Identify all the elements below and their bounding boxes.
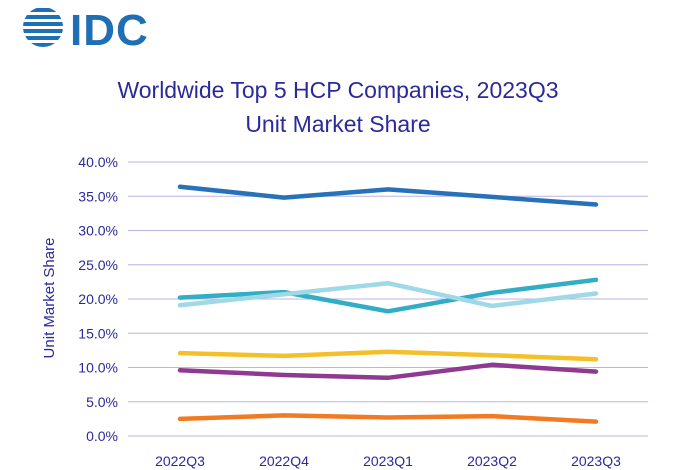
gridlines [128,161,648,437]
x-tick-label: 2022Q3 [155,453,205,469]
y-tick-label: 10.0% [78,360,118,376]
y-tick-label: 0.0% [86,428,118,444]
series-line-3 [177,280,599,309]
y-tick-label: 20.0% [78,291,118,307]
series-line-1 [177,184,599,207]
x-tick-label: 2023Q2 [467,453,517,469]
x-tick-label: 2023Q3 [571,453,621,469]
x-tick-label: 2023Q1 [363,453,413,469]
globe-icon [23,8,63,47]
x-tick-labels: 2022Q3 2022Q4 2023Q1 2023Q2 2023Q3 [155,453,621,469]
y-tick-label: 15.0% [78,325,118,341]
y-tick-label: 40.0% [78,154,118,170]
series-line-5 [177,362,599,381]
y-tick-label: 35.0% [78,188,118,204]
series-lines [177,184,599,424]
y-tick-label: 5.0% [86,394,118,410]
series-line-4 [177,349,599,362]
series-line-2 [177,277,599,314]
y-tick-labels: 0.0% 5.0% 10.0% 15.0% 20.0% 25.0% 30.0% 35.0% 40… [78,154,118,444]
chart-title-line-1: Worldwide Top 5 HCP Companies, 2023Q3 [117,77,558,103]
idc-logo: IDC [23,6,149,55]
y-tick-label: 25.0% [78,257,118,273]
y-tick-label: 30.0% [78,223,118,239]
chart-title-line-2: Unit Market Share [245,111,430,137]
y-axis-label: Unit Market Share [41,238,58,359]
series-line-6 [177,413,599,424]
x-tick-label: 2022Q4 [259,453,309,469]
logo-text: IDC [70,6,149,55]
